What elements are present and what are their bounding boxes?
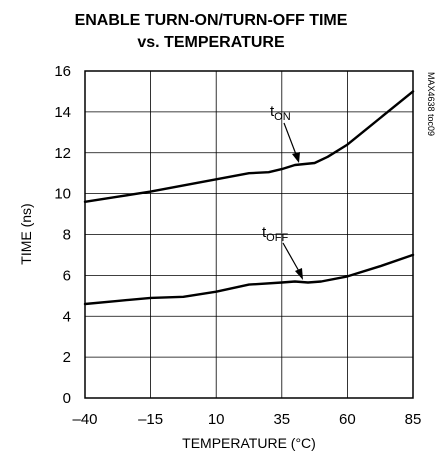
y-tick-label: 4 [63, 308, 71, 325]
toff-arrow-head [295, 268, 303, 280]
y-tick-label: 14 [54, 104, 71, 121]
y-tick-label: 8 [63, 227, 71, 244]
y-tick-label: 2 [63, 349, 71, 366]
chart-title-line-1: ENABLE TURN-ON/TURN-OFF TIME [75, 12, 348, 29]
x-tick-label: 35 [273, 411, 290, 428]
series-label-ton: tON [270, 103, 291, 123]
x-tick-label: 10 [208, 411, 225, 428]
plot-frame [84, 70, 414, 399]
grid [85, 71, 413, 398]
y-tick-label: 6 [63, 267, 71, 284]
x-tick-label: –15 [138, 411, 163, 428]
figure-id-note: MAX4638 toc09 [426, 72, 436, 136]
x-tick-label: 85 [405, 411, 422, 428]
series-line-toff [83, 253, 415, 306]
series-label-toff: tOFF [262, 224, 288, 244]
series-line-ton [83, 90, 415, 204]
x-tick-label: 60 [339, 411, 356, 428]
x-tick-label: –40 [72, 411, 97, 428]
x-axis-label: TEMPERATURE (°C) [182, 435, 316, 451]
series-lines [83, 90, 415, 306]
annotation-ton: tON [270, 103, 300, 163]
ton-arrow-head [292, 152, 300, 163]
y-axis-label: TIME (ns) [18, 203, 34, 264]
tick-labels: –40 –15 10 35 60 85 0 2 4 6 8 10 12 14 16 [54, 63, 421, 428]
ton-arrow-line [283, 122, 298, 158]
y-tick-label: 0 [63, 390, 71, 407]
chart-title-line-2: vs. TEMPERATURE [137, 34, 285, 51]
annotation-toff: tOFF [262, 224, 303, 280]
toff-arrow-line [282, 242, 301, 274]
y-tick-label: 10 [54, 186, 71, 203]
y-tick-label: 12 [54, 145, 71, 162]
y-tick-label: 16 [54, 63, 71, 80]
